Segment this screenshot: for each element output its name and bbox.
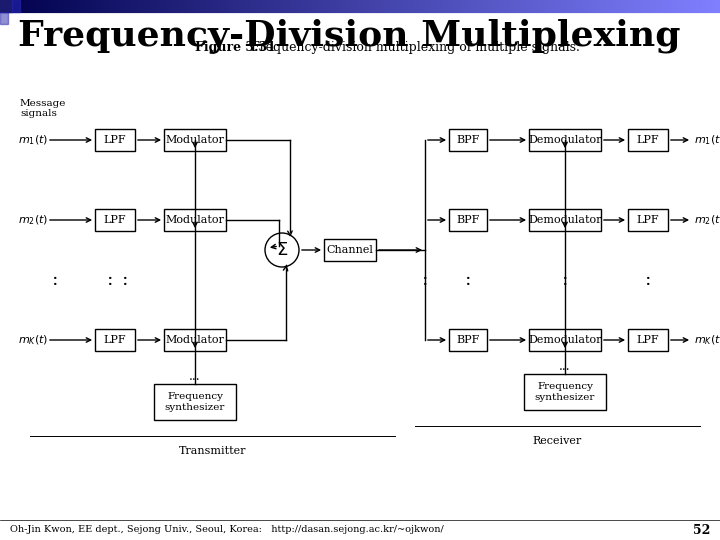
Text: LPF: LPF — [104, 215, 126, 225]
Bar — [529, 329, 601, 351]
Text: Demodulator: Demodulator — [528, 215, 602, 225]
Bar — [95, 209, 135, 231]
Text: :: : — [644, 271, 652, 289]
Bar — [0, 12, 8, 24]
Bar — [628, 129, 668, 151]
Text: LPF: LPF — [104, 135, 126, 145]
Text: Frequency
synthesizer: Frequency synthesizer — [165, 392, 225, 411]
Text: Modulator: Modulator — [166, 335, 225, 345]
Text: Frequency
synthesizer: Frequency synthesizer — [535, 382, 595, 402]
Text: Frequency-division multiplexing of multiple signals.: Frequency-division multiplexing of multi… — [247, 42, 580, 55]
Bar — [449, 329, 487, 351]
Bar — [95, 129, 135, 151]
Text: ...: ... — [559, 360, 571, 373]
Bar — [164, 329, 226, 351]
Bar — [154, 384, 236, 420]
Text: Channel: Channel — [327, 245, 374, 255]
Bar — [529, 209, 601, 231]
Bar — [95, 329, 135, 351]
Text: :: : — [562, 271, 568, 289]
Text: BPF: BPF — [456, 135, 480, 145]
Text: BPF: BPF — [456, 215, 480, 225]
Text: :: : — [52, 271, 58, 289]
Text: Demodulator: Demodulator — [528, 135, 602, 145]
Text: $\Sigma$: $\Sigma$ — [276, 241, 288, 259]
Text: Demodulator: Demodulator — [528, 335, 602, 345]
Bar — [0, 0, 12, 12]
Text: :: : — [422, 271, 428, 289]
Text: Figure 3.31: Figure 3.31 — [195, 42, 276, 55]
Bar — [529, 129, 601, 151]
Text: Transmitter: Transmitter — [179, 446, 246, 456]
Bar — [628, 329, 668, 351]
Text: LPF: LPF — [636, 215, 660, 225]
Text: :: : — [122, 271, 128, 289]
Text: Oh-Jin Kwon, EE dept., Sejong Univ., Seoul, Korea:   http://dasan.sejong.ac.kr/~: Oh-Jin Kwon, EE dept., Sejong Univ., Seo… — [10, 525, 444, 535]
Text: $m_1(t)$: $m_1(t)$ — [694, 133, 720, 147]
Text: Modulator: Modulator — [166, 135, 225, 145]
Bar — [449, 129, 487, 151]
Bar — [164, 209, 226, 231]
Text: LPF: LPF — [104, 335, 126, 345]
Text: 52: 52 — [693, 523, 710, 537]
Text: $m_2(t)$: $m_2(t)$ — [18, 213, 48, 227]
Text: Modulator: Modulator — [166, 215, 225, 225]
Bar — [164, 129, 226, 151]
Text: Frequency-Division Multiplexing: Frequency-Division Multiplexing — [18, 19, 680, 53]
Text: BPF: BPF — [456, 335, 480, 345]
Text: $m_K(t)$: $m_K(t)$ — [18, 333, 48, 347]
Bar — [628, 209, 668, 231]
Bar — [12, 0, 20, 12]
Text: :: : — [107, 271, 113, 289]
Text: $m_2(t)$: $m_2(t)$ — [694, 213, 720, 227]
Bar — [449, 209, 487, 231]
Text: Receiver: Receiver — [533, 436, 582, 446]
Text: $m_1(t)$: $m_1(t)$ — [18, 133, 48, 147]
Text: ...: ... — [189, 369, 201, 382]
Bar — [324, 239, 376, 261]
Text: :: : — [464, 271, 472, 289]
Bar — [524, 374, 606, 410]
Text: LPF: LPF — [636, 335, 660, 345]
Text: LPF: LPF — [636, 135, 660, 145]
Text: $m_K(t)$: $m_K(t)$ — [694, 333, 720, 347]
Text: Message
signals: Message signals — [20, 99, 66, 118]
